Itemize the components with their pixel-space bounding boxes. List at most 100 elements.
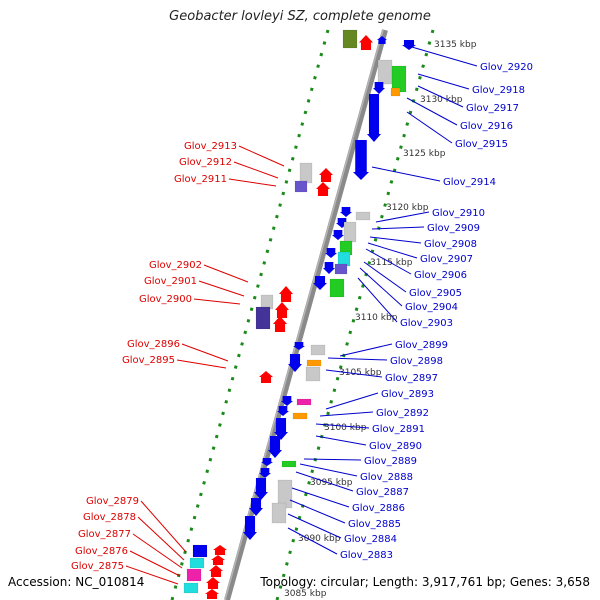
gene-arrow-reverse	[332, 230, 344, 240]
gene-box	[183, 582, 199, 594]
gene-box	[377, 59, 393, 85]
gene-label-left: Glov_2878	[83, 512, 136, 523]
leader-line	[137, 516, 185, 561]
leader-line	[233, 161, 279, 179]
gene-label-right: Glov_2903	[400, 318, 453, 329]
leader-line	[125, 565, 179, 585]
kbp-tick-label: 3125 kbp	[403, 149, 446, 159]
gene-arrow-forward	[205, 589, 219, 599]
leader-line	[357, 277, 398, 323]
gene-label-right: Glov_2898	[390, 356, 443, 367]
leader-line	[289, 499, 346, 524]
leader-line	[181, 343, 229, 362]
kbp-tick-label: 3130 kbp	[420, 95, 463, 105]
gene-box	[294, 180, 308, 193]
gene-label-right: Glov_2891	[372, 424, 425, 435]
leader-line	[406, 97, 458, 126]
gene-box	[192, 544, 208, 558]
gene-label-left: Glov_2911	[174, 174, 227, 185]
leader-line	[287, 513, 342, 539]
gene-label-right: Glov_2917	[466, 103, 519, 114]
leader-line	[359, 267, 403, 307]
gene-arrow-reverse	[254, 478, 268, 500]
gene-box	[281, 460, 297, 468]
gene-label-right: Glov_2883	[340, 550, 393, 561]
gene-box	[329, 278, 345, 298]
leader-line	[363, 261, 407, 293]
gene-arrow-forward	[316, 182, 330, 196]
gene-arrow-reverse	[353, 140, 369, 180]
gene-arrow-forward	[279, 286, 293, 302]
kbp-tick-label: 3110 kbp	[355, 313, 398, 323]
gene-box	[355, 211, 371, 221]
leader-line	[176, 359, 227, 369]
gene-box	[310, 344, 326, 356]
gene-arrow-reverse	[249, 498, 263, 516]
leader-line	[198, 280, 245, 297]
gene-arrow-reverse	[243, 516, 257, 540]
leader-line	[369, 236, 422, 244]
gene-label-right: Glov_2887	[356, 487, 409, 498]
gene-box	[390, 87, 401, 97]
leader-line	[327, 357, 388, 361]
leader-line	[287, 527, 338, 555]
leader-line	[371, 166, 441, 182]
gene-arrow-reverse	[313, 276, 327, 290]
leader-line	[203, 264, 249, 283]
gene-label-right: Glov_2909	[427, 223, 480, 234]
leader-line	[299, 463, 358, 477]
leader-line	[339, 343, 393, 357]
gene-arrow-reverse	[325, 248, 337, 258]
gene-label-left: Glov_2912	[179, 157, 232, 168]
leader-line	[406, 111, 453, 144]
leader-line	[238, 145, 285, 167]
leader-line	[404, 44, 478, 67]
gene-box	[343, 221, 357, 243]
gene-arrow-forward	[319, 168, 333, 182]
leader-line	[417, 85, 464, 108]
gene-label-right: Glov_2918	[472, 85, 525, 96]
gene-label-right: Glov_2916	[460, 121, 513, 132]
gene-label-right: Glov_2892	[376, 408, 429, 419]
leader-line	[132, 533, 183, 569]
gene-arrow-reverse	[274, 418, 288, 440]
leader-line	[417, 73, 470, 90]
gene-arrow-reverse	[281, 396, 293, 406]
gene-box	[189, 557, 205, 569]
gene-label-right: Glov_2897	[385, 373, 438, 384]
kbp-tick-label: 3105 kbp	[339, 368, 382, 378]
leader-line	[140, 500, 187, 553]
gene-label-right: Glov_2904	[405, 302, 458, 313]
gene-label-right: Glov_2890	[369, 441, 422, 452]
gene-label-left: Glov_2876	[75, 546, 128, 557]
gene-label-left: Glov_2913	[184, 141, 237, 152]
gene-label-right: Glov_2893	[381, 389, 434, 400]
gene-label-right: Glov_2886	[352, 503, 405, 514]
gene-arrow-forward	[259, 371, 273, 383]
gene-box	[186, 568, 202, 582]
leader-line	[193, 298, 241, 305]
gene-arrow-forward	[359, 35, 373, 50]
kbp-tick-label: 3085 kbp	[284, 589, 327, 599]
gene-box	[305, 366, 321, 382]
leader-line	[367, 242, 418, 259]
gene-label-right: Glov_2889	[364, 456, 417, 467]
gene-box	[342, 29, 358, 49]
kbp-tick-label: 3120 kbp	[386, 203, 429, 213]
gene-label-left: Glov_2896	[127, 339, 180, 350]
gene-label-right: Glov_2915	[455, 139, 508, 150]
gene-label-left: Glov_2879	[86, 496, 139, 507]
leader-line	[291, 487, 350, 508]
gene-label-left: Glov_2875	[71, 561, 124, 572]
gene-arrow-forward	[206, 577, 220, 589]
kbp-tick-label: 3095 kbp	[310, 478, 353, 488]
gene-arrow-reverse	[261, 458, 273, 466]
gene-arrow-reverse	[323, 262, 335, 274]
gene-arrow-reverse	[340, 207, 352, 217]
gene-arrow-reverse	[373, 82, 385, 94]
gene-label-right: Glov_2906	[414, 270, 467, 281]
leader-line	[315, 423, 370, 429]
kbp-tick-label: 3135 kbp	[434, 40, 477, 50]
kbp-tick-label: 3100 kbp	[324, 423, 367, 433]
